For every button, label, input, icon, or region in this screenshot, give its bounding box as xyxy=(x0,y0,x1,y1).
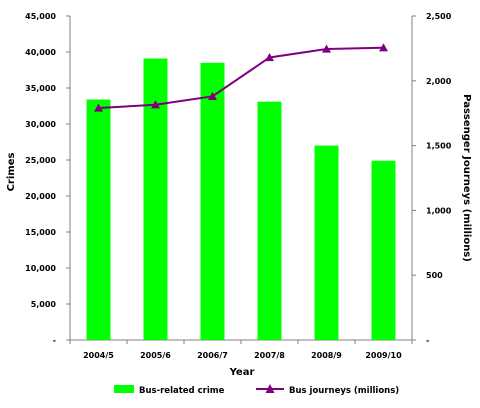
x-tick-label: 2008/9 xyxy=(311,351,342,360)
line-point xyxy=(94,103,103,112)
y2-tick-label: 2,000 xyxy=(426,77,452,86)
y2-tick-label: 500 xyxy=(426,271,443,280)
legend-swatch-bars xyxy=(114,385,134,393)
line-point xyxy=(265,52,274,62)
y2-axis-title: Passenger Journeys (millions) xyxy=(461,94,472,262)
y-tick-label: 10,000 xyxy=(25,264,56,273)
legend-label-bars: Bus-related crime xyxy=(139,386,225,396)
x-tick-label: 2006/7 xyxy=(197,351,228,360)
x-tick-label: 2009/10 xyxy=(365,351,402,360)
series-line xyxy=(98,46,384,110)
y2-tick-label: - xyxy=(426,336,429,345)
bar xyxy=(371,160,396,340)
x-tick-label: 2004/5 xyxy=(83,351,114,360)
y2-tick-label: 1,500 xyxy=(426,142,452,151)
y-tick-label: 15,000 xyxy=(25,228,56,237)
y-tick-label: 35,000 xyxy=(25,84,56,93)
y-tick-label: 25,000 xyxy=(25,156,56,165)
bar xyxy=(200,62,225,341)
y-tick-label: 5,000 xyxy=(31,300,57,309)
legend-label-line: Bus journeys (millions) xyxy=(289,386,399,396)
x-tick-label: 2007/8 xyxy=(254,351,285,360)
legend-swatch-marker xyxy=(265,384,275,393)
legend: Bus-related crime Bus journeys (millions) xyxy=(114,384,399,396)
bar xyxy=(86,99,111,341)
x-axis-title: Year xyxy=(229,367,255,378)
plot-area: - 5,000 10,000 15,000 20,000 25,000 30,000 35,0… xyxy=(25,12,452,360)
line-point xyxy=(379,43,388,52)
line-point xyxy=(151,100,160,109)
y-tick-label: 45,000 xyxy=(25,12,56,21)
y-tick-label: - xyxy=(53,336,56,345)
bar xyxy=(257,101,282,341)
line-point xyxy=(322,44,331,53)
y2-tick-label: 1,000 xyxy=(426,206,452,215)
bar xyxy=(314,145,339,340)
x-tick-label: 2005/6 xyxy=(140,351,171,360)
line-point xyxy=(208,91,217,100)
y-tick-label: 30,000 xyxy=(25,120,56,129)
y2-tick-label: 2,500 xyxy=(426,12,452,21)
y-axis-title: Crimes xyxy=(6,153,17,192)
y-tick-label: 40,000 xyxy=(25,48,56,57)
y-tick-label: 20,000 xyxy=(25,192,56,201)
bar xyxy=(143,58,168,340)
